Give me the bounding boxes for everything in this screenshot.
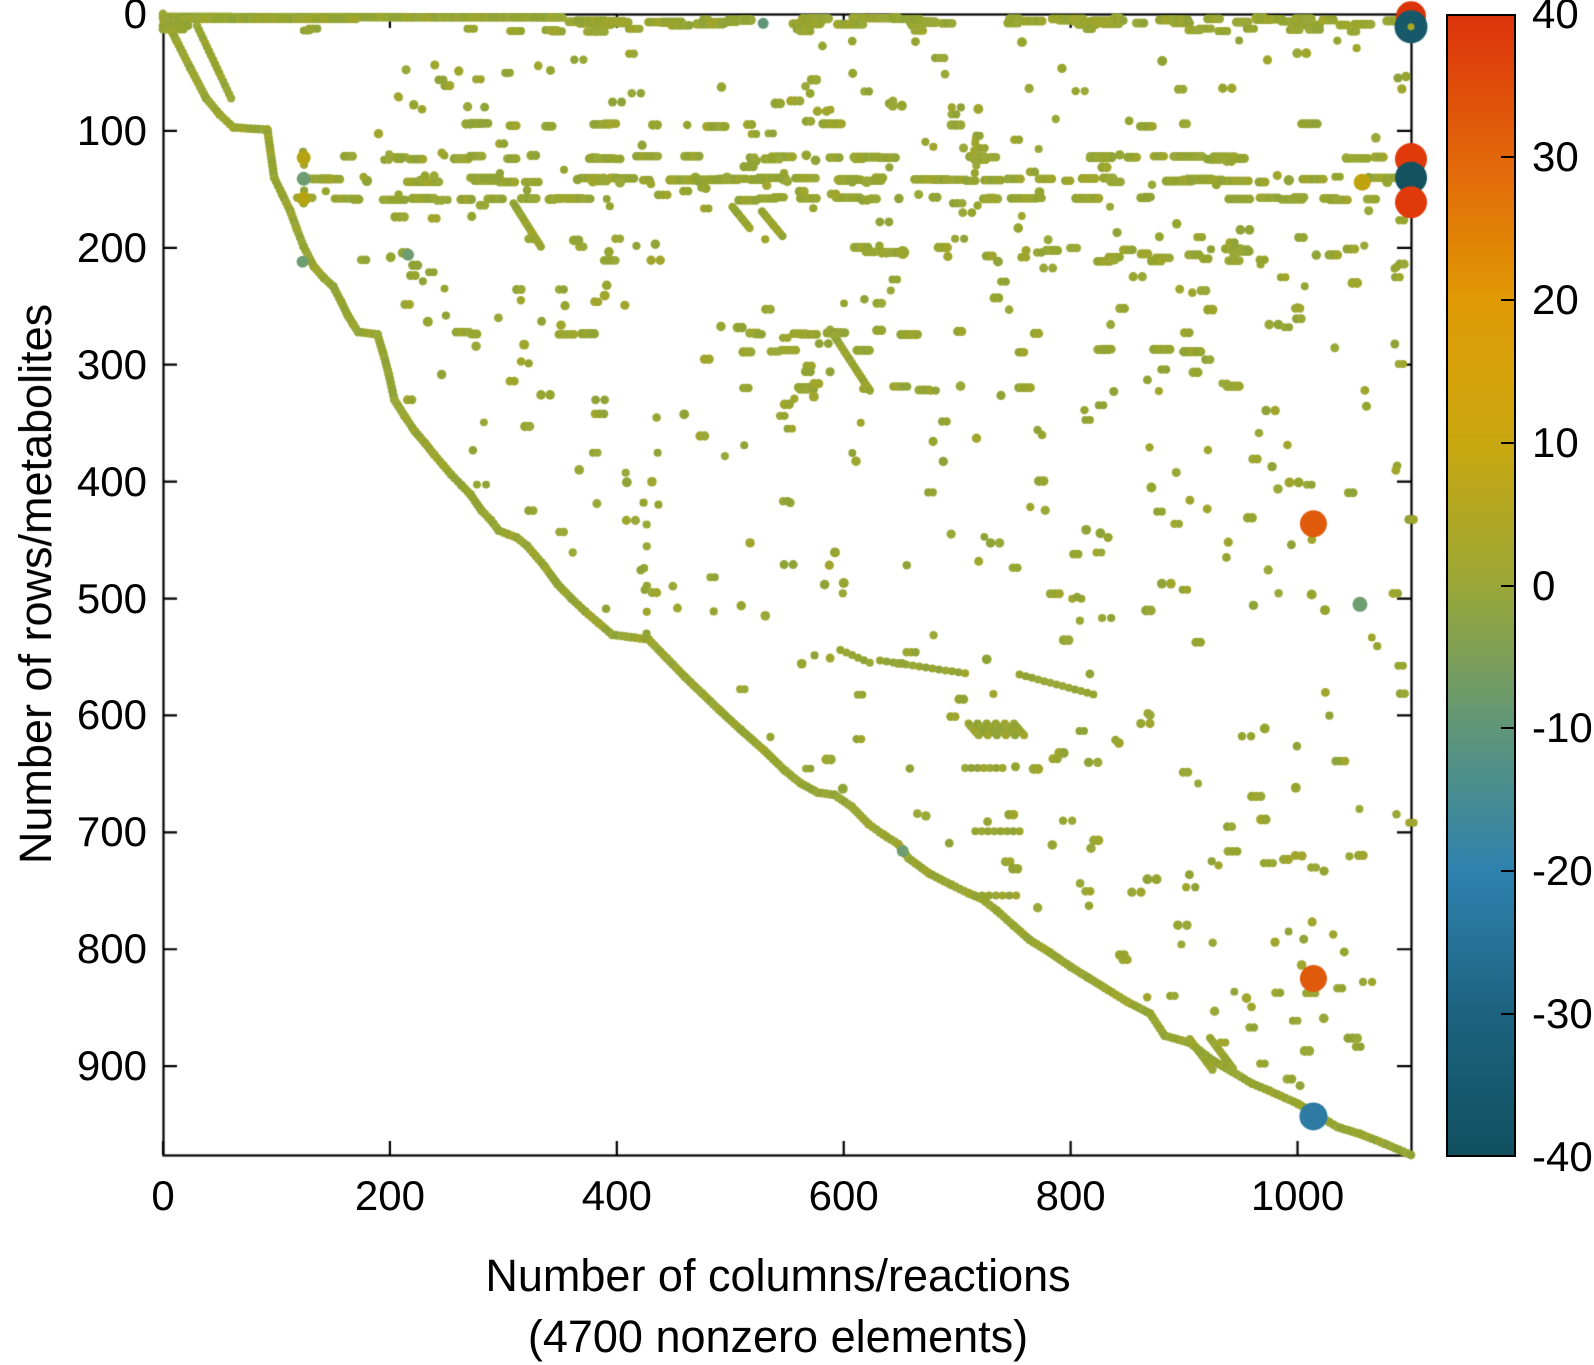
colorbar-tick-label: 0 <box>1532 561 1556 609</box>
colorbar-tick-label: 40 <box>1532 0 1579 37</box>
x-tick-label: 200 <box>354 1172 425 1219</box>
colorbar-tick-label: -10 <box>1532 704 1593 752</box>
colorbar-tick-label: -40 <box>1532 1133 1593 1180</box>
colorbar-tick-label: 30 <box>1532 132 1579 180</box>
x-tick-label: 800 <box>1035 1172 1106 1219</box>
y-tick-label: 300 <box>76 340 147 388</box>
colorbar-tick-label: 10 <box>1532 418 1579 466</box>
y-tick-label: 700 <box>76 808 147 856</box>
colorbar-tick-label: 20 <box>1532 275 1579 323</box>
y-tick-label: 200 <box>76 223 147 271</box>
x-tick-label: 0 <box>151 1172 175 1219</box>
y-tick-label: 900 <box>76 1042 147 1090</box>
x-axis-subtitle: (4700 nonzero elements) <box>527 1311 1029 1362</box>
colorbar-tick-label: -20 <box>1532 847 1593 895</box>
y-tick-label: 100 <box>76 106 147 154</box>
y-tick-label: 800 <box>76 925 147 973</box>
y-tick-label: 0 <box>123 0 147 37</box>
y-tick-label: 500 <box>76 574 147 622</box>
y-tick-label: 600 <box>76 691 147 739</box>
y-tick-label: 400 <box>76 457 147 505</box>
x-axis-title: Number of columns/reactions <box>485 1250 1071 1301</box>
colorbar-tick-label: -30 <box>1532 990 1593 1038</box>
x-tick-label: 600 <box>808 1172 879 1219</box>
x-tick-label: 1000 <box>1250 1172 1345 1219</box>
y-axis-title: Number of rows/metabolites <box>10 303 61 865</box>
x-tick-label: 400 <box>581 1172 652 1219</box>
